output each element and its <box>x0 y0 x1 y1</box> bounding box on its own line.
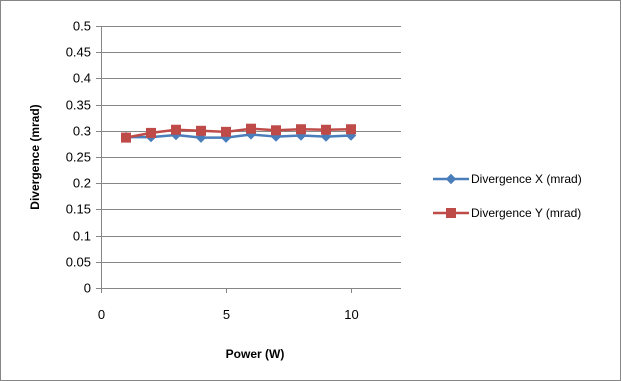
legend-entry-2: Divergence Y (mrad) <box>433 206 581 220</box>
data-point <box>221 126 231 137</box>
data-point <box>121 132 131 143</box>
x-tick-label: 0 <box>98 307 105 322</box>
data-point <box>146 127 156 138</box>
y-tick-label: 0.35 <box>66 98 91 113</box>
data-point <box>246 123 256 134</box>
y-tick-label: 0.1 <box>73 229 91 244</box>
y-tick-label: 0.2 <box>73 176 91 191</box>
y-tick-label: 0.4 <box>73 71 91 86</box>
y-tick-label: 0.45 <box>66 45 91 60</box>
legend-marker <box>445 173 457 185</box>
x-axis-title: Power (W) <box>226 347 285 361</box>
y-tick-label: 0.5 <box>73 19 91 34</box>
y-tick-label: 0 <box>84 281 91 296</box>
data-series <box>120 123 357 143</box>
legend-label: Divergence X (mrad) <box>471 172 582 186</box>
data-point <box>171 124 181 135</box>
y-tick-label: 0.05 <box>66 255 91 270</box>
data-point <box>346 124 356 135</box>
legend-label: Divergence Y (mrad) <box>471 206 581 220</box>
legend-marker <box>446 208 456 218</box>
data-point <box>321 124 331 135</box>
data-point <box>196 125 206 136</box>
series-2 <box>121 123 356 143</box>
y-tick-label: 0.25 <box>66 150 91 165</box>
y-tick-label: 0.15 <box>66 202 91 217</box>
x-tick-label: 10 <box>344 307 358 322</box>
y-axis-title: Divergence (mrad) <box>28 104 42 209</box>
x-tick-label: 5 <box>223 307 230 322</box>
legend: Divergence X (mrad) Divergence Y (mrad) <box>433 172 582 220</box>
y-tick-label: 0.3 <box>73 124 91 139</box>
tick-labels: 0 0.05 0.1 0.15 0.2 0.25 0.3 0.35 0.4 0.45 0.5 0 5 10 <box>66 19 359 323</box>
axes <box>96 26 401 293</box>
series-line <box>125 127 352 139</box>
legend-entry-1: Divergence X (mrad) <box>433 172 582 186</box>
series-line <box>126 133 352 139</box>
data-point <box>296 124 306 135</box>
data-point <box>271 125 281 136</box>
gridlines <box>101 26 401 263</box>
